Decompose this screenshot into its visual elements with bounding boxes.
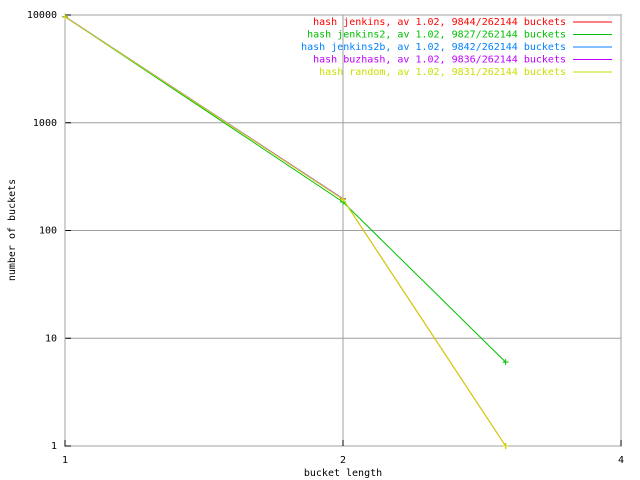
point xyxy=(502,359,509,366)
series-line xyxy=(64,16,507,447)
y-tick-label: 10000 xyxy=(27,10,57,21)
y-tick-label: 1 xyxy=(51,441,57,452)
series-line xyxy=(64,16,507,447)
x-tick-label: 1 xyxy=(62,455,68,466)
legend-label: hash jenkins, av 1.02, 9844/262144 bucke… xyxy=(313,17,566,28)
y-axis-label: number of buckets xyxy=(7,179,18,281)
y-tick-label: 10 xyxy=(45,333,57,344)
point xyxy=(62,13,68,20)
legend-label: hash jenkins2, av 1.02, 9827/262144 buck… xyxy=(307,30,566,41)
legend-label: hash jenkins2b, av 1.02, 9842/262144 buc… xyxy=(301,42,566,53)
legend-label: hash buzhash, av 1.02, 9836/262144 bucke… xyxy=(313,55,566,66)
point xyxy=(340,196,346,203)
x-tick-label: 4 xyxy=(618,455,624,466)
y-tick-label: 1000 xyxy=(33,118,57,129)
legend-label: hash random, av 1.02, 9831/262144 bucket… xyxy=(319,67,566,78)
x-tick-label: 2 xyxy=(340,455,346,466)
point xyxy=(502,443,509,449)
x-axis-label: bucket length xyxy=(304,468,382,479)
y-tick-label: 100 xyxy=(39,226,57,237)
